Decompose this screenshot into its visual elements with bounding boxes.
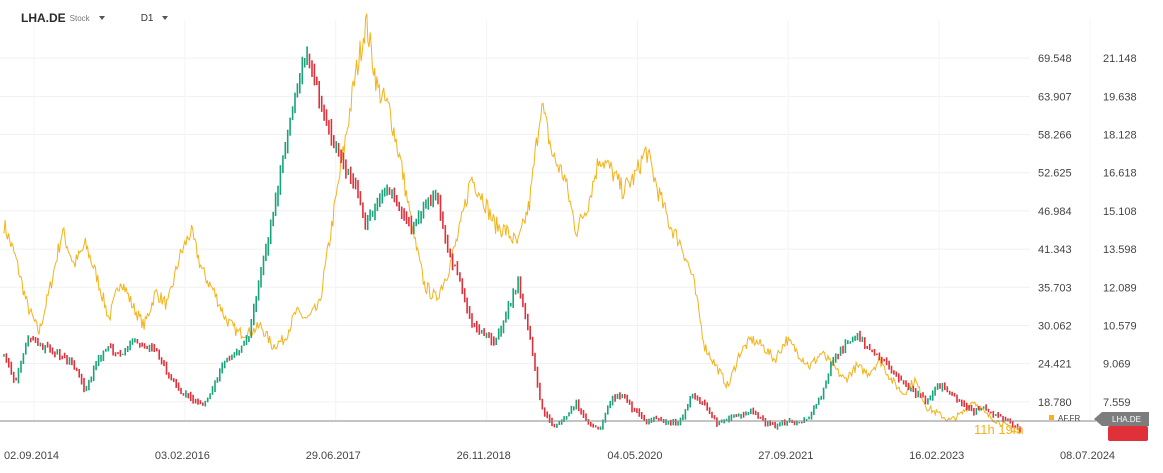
chart-toolbar: LHA.DE Stock D1: [0, 6, 169, 30]
x-tick-label: 16.02.2023: [909, 450, 964, 462]
left-axis-tick-label: 41.343: [1038, 244, 1072, 256]
af-fr-marker-icon: [1049, 415, 1054, 420]
x-tick-label: 27.09.2021: [758, 450, 813, 462]
timeframe-select[interactable]: D1: [140, 12, 154, 24]
instrument-type-label: Stock: [69, 13, 90, 23]
right-price-axis: 21.148 19.638 18.128 16.618 15.108 13.598 12.0…: [1103, 53, 1137, 409]
left-axis-tick-label: 63.907: [1038, 91, 1072, 103]
left-axis-tick-label: 35.703: [1038, 282, 1072, 294]
right-axis-tick-label: 16.618: [1103, 168, 1137, 180]
left-axis-tick-label: 24.421: [1038, 359, 1072, 371]
left-axis-tick-label: 46.984: [1038, 206, 1072, 218]
af-fr-line: [3, 13, 1021, 435]
x-tick-label: 26.11.2018: [457, 450, 511, 462]
chart-grid: [0, 20, 1091, 420]
left-axis-tick-label: 58.266: [1038, 130, 1072, 142]
af-fr-axis-tag: AF.FR: [1058, 414, 1080, 423]
x-tick-label: 29.06.2017: [306, 450, 361, 462]
x-tick-label: 04.05.2020: [607, 450, 662, 462]
left-price-axis: 69.548 63.907 58.266 52.625 46.984 41.343 35.7…: [1038, 53, 1072, 409]
x-tick-label: 02.09.2014: [4, 450, 59, 462]
lha-de-axis-tag: LHA.DE: [1112, 415, 1141, 424]
timeframe-dropdown-chevron-icon[interactable]: [162, 16, 169, 20]
last-price-tag: [1108, 426, 1148, 441]
right-axis-tick-label: 12.089: [1103, 282, 1137, 294]
x-axis: 02.09.2014 03.02.2016 29.06.2017 26.11.2018…: [4, 450, 1115, 462]
countdown-label: 11h 19m: [974, 422, 1024, 437]
symbol-dropdown-chevron-icon[interactable]: [98, 16, 105, 20]
left-axis-tick-label: 30.062: [1038, 320, 1072, 332]
right-axis-tick-label: 10.579: [1103, 320, 1137, 332]
series-af-fr: [3, 13, 1021, 435]
right-axis-tick-label: 21.148: [1103, 53, 1137, 65]
right-axis-tick-label: 19.638: [1103, 91, 1137, 103]
left-axis-tick-label: 69.548: [1038, 53, 1072, 65]
right-axis-tick-label: 15.108: [1103, 206, 1137, 218]
x-tick-label: 08.07.2024: [1060, 450, 1115, 462]
lha-de-axis-tag-icon: [1094, 412, 1149, 426]
right-axis-tick-label: 13.598: [1103, 244, 1137, 256]
right-axis-tick-label: 9.069: [1103, 359, 1131, 371]
left-axis-tick-label: 18.780: [1038, 397, 1072, 409]
right-axis-tick-label: 18.128: [1103, 130, 1137, 142]
series-lha-de: [3, 46, 1021, 433]
symbol-label[interactable]: LHA.DE: [21, 11, 66, 25]
right-axis-tick-label: 7.559: [1103, 397, 1131, 409]
left-axis-tick-label: 52.625: [1038, 168, 1072, 180]
x-tick-label: 03.02.2016: [155, 450, 210, 462]
